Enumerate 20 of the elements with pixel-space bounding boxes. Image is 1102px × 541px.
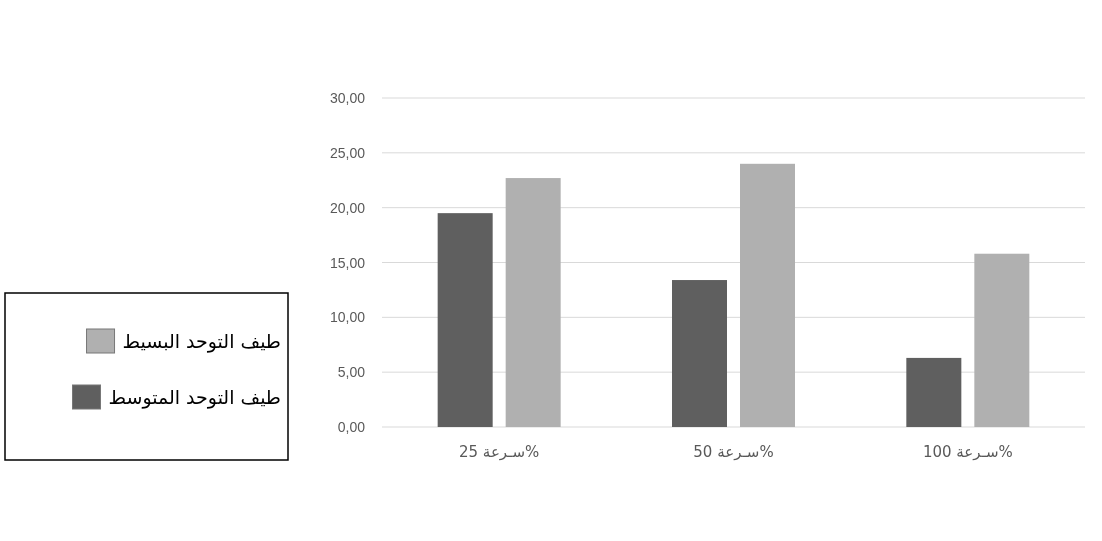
x-tick-label: %سـرعة 25 <box>458 443 540 461</box>
y-tick-label: 15,00 <box>329 254 366 271</box>
bar <box>906 357 962 427</box>
bar <box>672 280 727 427</box>
y-tick-label: 30,00 <box>329 90 366 106</box>
legend-entry: طيف التوحد المتوسط <box>72 384 281 410</box>
bar <box>505 178 561 427</box>
y-tick-label: 0,00 <box>337 419 366 435</box>
legend-label: طيف التوحد البسيط <box>122 330 281 353</box>
x-tick-label: %سـرعة 50 <box>693 443 774 461</box>
y-tick-label: 5,00 <box>337 364 366 381</box>
bar <box>437 213 493 427</box>
x-tick-label: %سـرعة 100 <box>922 443 1013 461</box>
bar <box>740 163 795 427</box>
bar <box>974 253 1030 427</box>
y-tick-label: 20,00 <box>329 199 366 216</box>
legend-entry: طيف التوحد البسيط <box>86 328 281 354</box>
y-tick-label: 10,00 <box>329 309 366 326</box>
legend-label: طيف التوحد المتوسط <box>108 386 281 409</box>
y-tick-label: 25,00 <box>329 144 366 161</box>
